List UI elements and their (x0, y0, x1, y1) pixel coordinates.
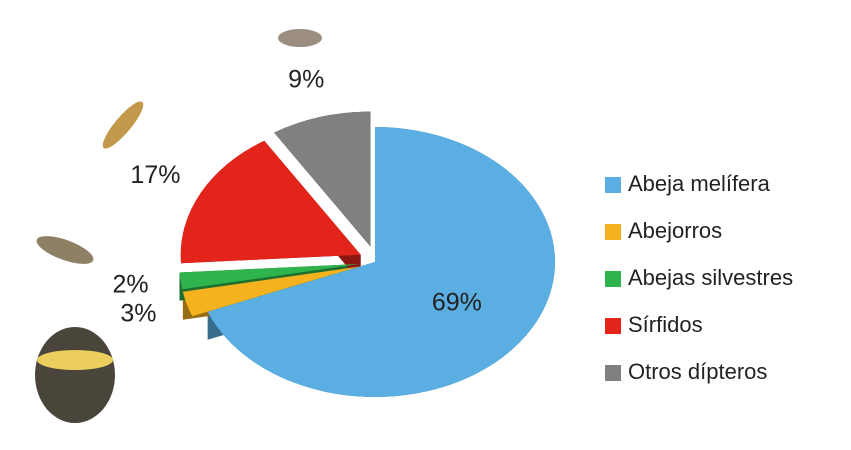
legend-label: Otros dípteros (628, 359, 767, 384)
legend-swatch (605, 318, 621, 334)
legend-label: Abeja melífera (628, 171, 771, 196)
slice (180, 140, 361, 264)
legend-label: Abejas silvestres (628, 265, 793, 290)
data-label: 3% (120, 299, 156, 327)
slice (182, 266, 360, 317)
slice (274, 111, 371, 247)
legend-swatch (605, 271, 621, 287)
slice (179, 264, 360, 290)
data-label: 2% (112, 270, 148, 298)
legend-label: Sírfidos (628, 312, 703, 337)
data-label: 9% (288, 65, 324, 93)
legend-swatch (605, 224, 621, 240)
data-label: 17% (130, 161, 180, 189)
legend-swatch (605, 177, 621, 193)
legend-swatch (605, 365, 621, 381)
insect-decoration (35, 29, 449, 423)
legend-label: Abejorros (628, 218, 722, 243)
slice (207, 127, 555, 398)
data-label: 69% (432, 288, 482, 316)
